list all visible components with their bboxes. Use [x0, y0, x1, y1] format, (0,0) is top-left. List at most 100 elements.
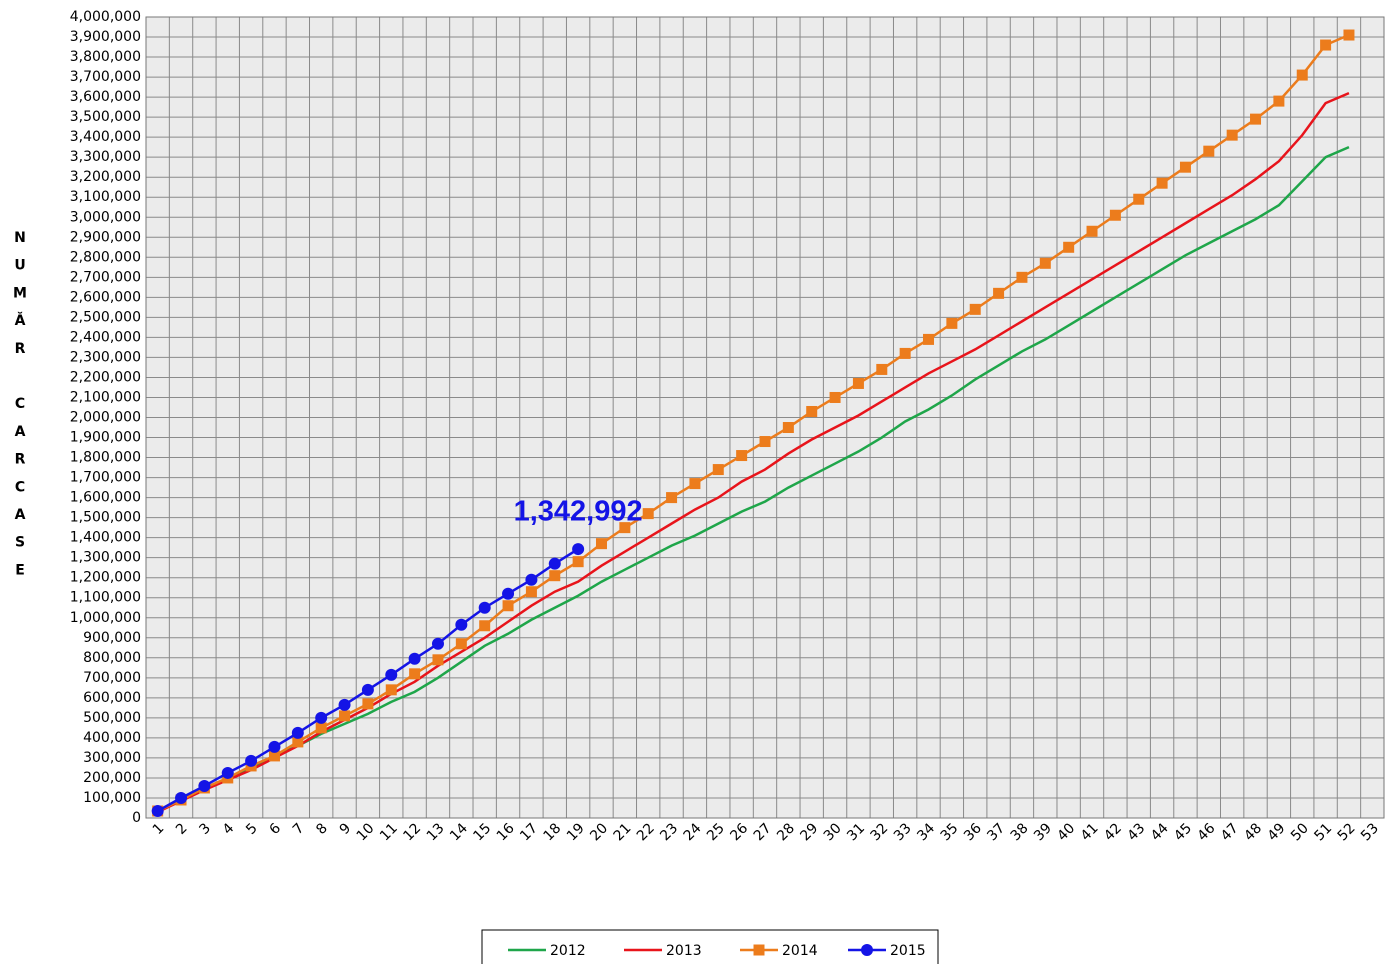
marker: [759, 436, 771, 448]
x-tick-label: 17: [517, 820, 541, 844]
x-tick-label: 5: [243, 820, 261, 838]
x-tick-label: 45: [1171, 820, 1195, 844]
marker: [525, 586, 537, 598]
marker: [1296, 69, 1308, 81]
marker: [431, 637, 444, 650]
marker: [572, 543, 585, 556]
marker: [315, 711, 328, 724]
y-tick-label: 600,000: [83, 690, 141, 706]
marker: [175, 791, 188, 804]
y-tick-label: 3,000,000: [70, 209, 141, 225]
x-tick-label: 10: [354, 820, 378, 844]
y-tick-label: 300,000: [83, 750, 141, 766]
y-tick-label: 3,100,000: [70, 189, 141, 205]
y-tick-label: 2,400,000: [70, 329, 141, 345]
x-tick-label: 43: [1124, 820, 1148, 844]
x-tick-label: 38: [1008, 820, 1032, 844]
marker: [268, 750, 280, 762]
x-tick-label: 40: [1054, 820, 1078, 844]
marker: [689, 478, 701, 490]
marker: [409, 668, 421, 680]
y-tick-label: 400,000: [83, 730, 141, 746]
marker: [478, 601, 491, 614]
marker: [502, 600, 514, 612]
marker: [245, 754, 258, 767]
y-tick-label: 1,800,000: [70, 450, 141, 466]
marker: [1156, 177, 1168, 189]
marker: [339, 710, 351, 722]
x-tick-label: 37: [984, 820, 1008, 844]
y-tick-label: 2,700,000: [70, 269, 141, 285]
y-tick-label: 200,000: [83, 770, 141, 786]
marker: [969, 303, 981, 315]
series-line: [157, 33, 1350, 813]
y-tick-label: 900,000: [83, 630, 141, 646]
x-tick-label: 22: [634, 820, 658, 844]
marker: [362, 698, 374, 710]
marker: [946, 317, 958, 329]
legend-label: 2015: [890, 943, 926, 959]
y-tick-label: 1,400,000: [70, 530, 141, 546]
x-tick-label: 6: [267, 820, 285, 838]
y-tick-label: 0: [132, 810, 141, 826]
x-tick-label: 30: [821, 820, 845, 844]
legend-marker: [753, 944, 765, 956]
marker: [548, 557, 561, 570]
data-label: 1,342,992: [514, 496, 643, 528]
marker: [806, 405, 818, 417]
y-tick-label: 100,000: [83, 790, 141, 806]
marker: [291, 726, 304, 739]
x-tick-label: 11: [377, 820, 401, 844]
x-tick-label: 24: [681, 820, 705, 844]
marker: [268, 740, 281, 753]
marker: [923, 333, 935, 345]
marker: [852, 377, 864, 389]
x-tick-label: 2: [173, 820, 191, 838]
x-tick-label: 47: [1218, 820, 1242, 844]
x-tick-label: 13: [424, 820, 448, 844]
legend-label: 2013: [666, 943, 702, 959]
marker: [1063, 241, 1075, 253]
y-tick-label: 500,000: [83, 710, 141, 726]
y-tick-label: 2,000,000: [70, 410, 141, 426]
x-tick-label: 19: [564, 820, 588, 844]
x-tick-label: 53: [1358, 820, 1382, 844]
marker: [525, 573, 538, 586]
y-tick-label: 4,000,000: [70, 9, 141, 25]
marker: [1273, 95, 1285, 107]
x-tick-label: 21: [611, 820, 635, 844]
legend-label: 2012: [550, 943, 586, 959]
marker: [572, 556, 584, 568]
y-tick-label: 1,200,000: [70, 570, 141, 586]
marker: [502, 587, 515, 600]
x-tick-label: 9: [337, 820, 355, 838]
marker: [338, 698, 351, 711]
y-tick-label: 3,200,000: [70, 169, 141, 185]
x-tick-label: 25: [704, 820, 728, 844]
y-tick-label: 3,700,000: [70, 69, 141, 85]
y-tick-label: 3,900,000: [70, 29, 141, 45]
marker: [361, 683, 374, 696]
x-tick-label: 27: [751, 820, 775, 844]
marker: [1226, 129, 1238, 141]
x-tick-label: 41: [1078, 820, 1102, 844]
y-tick-label: 2,500,000: [70, 309, 141, 325]
plot-border: [145, 16, 1385, 819]
x-tick-label: 16: [494, 820, 518, 844]
y-tick-label: 1,000,000: [70, 610, 141, 626]
y-tick-label: 800,000: [83, 650, 141, 666]
marker: [1016, 271, 1028, 283]
y-tick-label: 2,200,000: [70, 369, 141, 385]
marker: [595, 538, 607, 550]
marker: [1109, 209, 1121, 221]
x-tick-label: 3: [196, 820, 214, 838]
series-line: [157, 146, 1350, 814]
y-tick-label: 2,900,000: [70, 229, 141, 245]
marker: [619, 522, 631, 534]
y-tick-label: 700,000: [83, 670, 141, 686]
x-tick-label: 7: [290, 820, 308, 838]
y-tick-label: 1,100,000: [70, 590, 141, 606]
x-tick-label: 51: [1311, 820, 1335, 844]
marker: [198, 779, 211, 792]
